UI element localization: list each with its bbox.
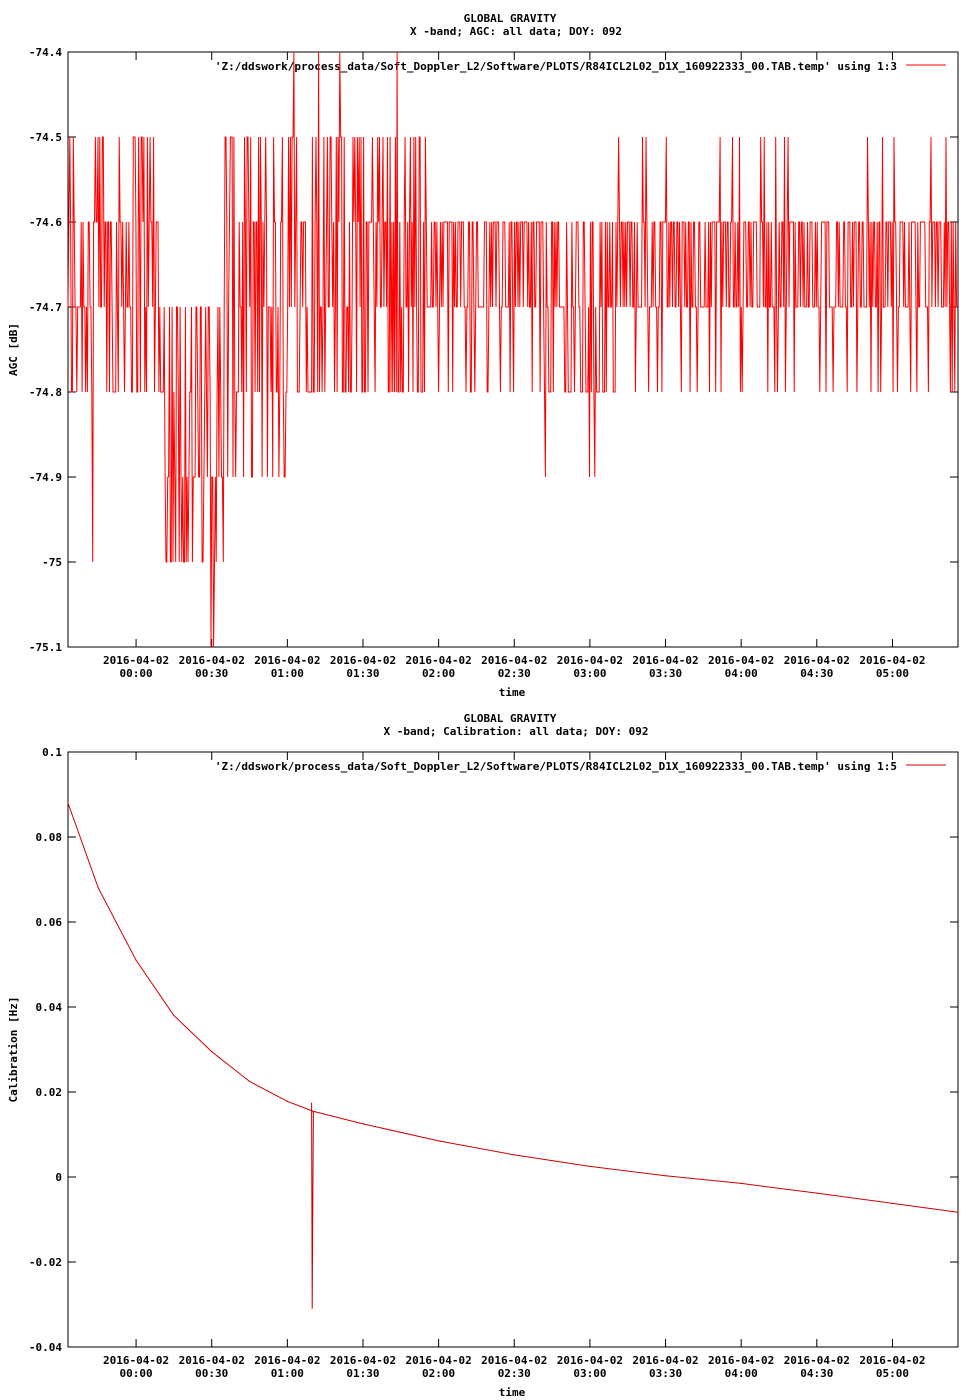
y-tick-label: -74.6: [29, 216, 62, 229]
data-point: [67, 802, 69, 804]
data-point: [664, 1175, 667, 1177]
x-tick-time-label: 00:00: [120, 667, 153, 680]
x-tick-time-label: 05:00: [876, 1367, 909, 1380]
x-tick-time-label: 01:30: [346, 667, 379, 680]
series-line-calibration: [67, 802, 959, 1213]
x-tick-time-label: 03:30: [649, 1367, 682, 1380]
x-tick-time-label: 00:30: [195, 667, 228, 680]
x-tick-date-label: 2016-04-02: [632, 1354, 698, 1367]
y-tick-label: -0.04: [29, 1341, 62, 1354]
y-tick-label: 0.04: [36, 1001, 63, 1014]
x-tick-date-label: 2016-04-02: [481, 654, 547, 667]
x-tick-time-label: 05:00: [876, 667, 909, 680]
x-tick-time-label: 00:00: [120, 1367, 153, 1380]
x-tick-date-label: 2016-04-02: [103, 654, 169, 667]
data-point: [589, 1165, 591, 1167]
data-point: [248, 1080, 251, 1082]
chart-title: GLOBAL GRAVITY: [464, 12, 557, 25]
data-point: [513, 1154, 515, 1156]
x-tick-date-label: 2016-04-02: [481, 1354, 547, 1367]
x-tick-date-label: 2016-04-02: [557, 1354, 623, 1367]
data-point: [173, 1014, 175, 1017]
x-axis-label: time: [499, 686, 526, 699]
x-tick-time-label: 02:00: [422, 667, 455, 680]
plot-frame: [67, 51, 959, 648]
x-tick-date-label: 2016-04-02: [254, 1354, 320, 1367]
x-axis-label: time: [499, 1386, 526, 1399]
y-tick-label: 0.1: [42, 746, 62, 759]
x-tick-time-label: 01:00: [271, 667, 304, 680]
data-point: [211, 1051, 213, 1053]
x-tick-date-label: 2016-04-02: [557, 654, 623, 667]
data-point: [816, 1192, 818, 1194]
x-tick-time-label: 01:30: [346, 1367, 379, 1380]
y-tick-label: 0.02: [36, 1086, 63, 1099]
x-tick-date-label: 2016-04-02: [103, 1354, 169, 1367]
y-tick-label: 0: [55, 1171, 62, 1184]
series-line-agc: [67, 51, 958, 648]
y-tick-label: 0.06: [36, 916, 63, 929]
x-tick-date-label: 2016-04-02: [179, 1354, 245, 1367]
x-tick-time-label: 04:00: [725, 1367, 758, 1380]
x-tick-date-label: 2016-04-02: [330, 1354, 396, 1367]
x-tick-date-label: 2016-04-02: [406, 1354, 472, 1367]
x-tick-time-label: 03:00: [573, 667, 606, 680]
y-tick-label: -74.8: [29, 386, 62, 399]
x-tick-date-label: 2016-04-02: [179, 654, 245, 667]
chart-title: GLOBAL GRAVITY: [464, 712, 557, 725]
x-tick-time-label: 04:00: [725, 667, 758, 680]
legend-label: 'Z:/ddswork/process_data/Soft_Doppler_L2…: [215, 60, 897, 73]
plot-frame: [67, 751, 959, 1348]
x-tick-date-label: 2016-04-02: [708, 1354, 774, 1367]
x-tick-time-label: 02:30: [498, 667, 531, 680]
chart-subtitle: X -band; Calibration: all data; DOY: 092: [384, 725, 649, 738]
y-axis-label: AGC [dB]: [7, 323, 20, 376]
x-tick-date-label: 2016-04-02: [784, 1354, 850, 1367]
chart-subtitle: X -band; AGC: all data; DOY: 092: [410, 25, 622, 38]
x-tick-time-label: 04:30: [800, 667, 833, 680]
data-point: [135, 959, 137, 961]
y-tick-label: -0.02: [29, 1256, 62, 1269]
y-axis-label: Calibration [Hz]: [7, 997, 20, 1103]
y-tick-label: 0.08: [36, 831, 63, 844]
x-tick-date-label: 2016-04-02: [632, 654, 698, 667]
x-tick-time-label: 00:30: [195, 1367, 228, 1380]
y-tick-label: -74.5: [29, 131, 62, 144]
x-tick-time-label: 02:00: [422, 1367, 455, 1380]
x-tick-date-label: 2016-04-02: [859, 654, 925, 667]
y-tick-label: -75.1: [29, 641, 62, 654]
x-tick-date-label: 2016-04-02: [254, 654, 320, 667]
calibration-spike: [311, 1102, 314, 1309]
x-tick-time-label: 03:30: [649, 667, 682, 680]
legend-label: 'Z:/ddswork/process_data/Soft_Doppler_L2…: [215, 760, 897, 773]
x-tick-time-label: 02:30: [498, 1367, 531, 1380]
x-tick-date-label: 2016-04-02: [708, 654, 774, 667]
x-tick-time-label: 03:00: [573, 1367, 606, 1380]
data-point: [438, 1140, 440, 1142]
data-point: [97, 887, 99, 889]
x-tick-time-label: 04:30: [800, 1367, 833, 1380]
data-point: [362, 1123, 364, 1125]
y-tick-label: -74.4: [29, 46, 62, 59]
x-tick-time-label: 01:00: [271, 1367, 304, 1380]
data-point: [312, 1110, 314, 1112]
x-tick-date-label: 2016-04-02: [330, 654, 396, 667]
data-point: [957, 1211, 959, 1213]
x-tick-date-label: 2016-04-02: [784, 654, 850, 667]
x-tick-date-label: 2016-04-02: [406, 654, 472, 667]
data-point: [891, 1202, 894, 1204]
data-point: [286, 1100, 288, 1102]
y-tick-label: -74.7: [29, 301, 62, 314]
y-tick-label: -74.9: [29, 471, 62, 484]
data-point: [740, 1182, 742, 1184]
y-tick-label: -75: [42, 556, 62, 569]
x-tick-date-label: 2016-04-02: [859, 1354, 925, 1367]
